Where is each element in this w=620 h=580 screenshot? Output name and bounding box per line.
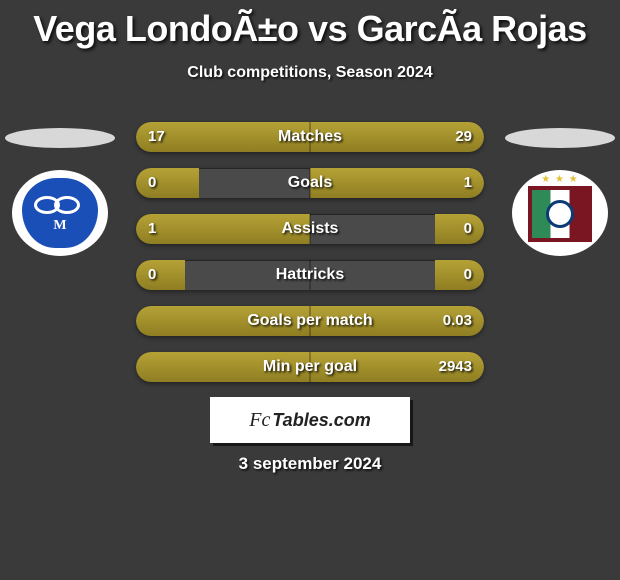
- stat-row: 1729Matches: [136, 122, 484, 152]
- brand-logo: FcTables.com: [210, 397, 410, 443]
- club-badge-left: M: [12, 170, 108, 256]
- stat-row: 01Goals: [136, 168, 484, 198]
- player-left-ellipse: [5, 128, 115, 148]
- badge-left-letter: M: [12, 218, 108, 234]
- comparison-bars: 1729Matches 01Goals 10Assists 00Hattricks 0.…: [136, 122, 484, 398]
- player-right-column: ★ ★ ★: [500, 120, 620, 256]
- stat-row: 0.03Goals per match: [136, 306, 484, 336]
- stat-row: 2943Min per goal: [136, 352, 484, 382]
- brand-prefix: Fc: [249, 409, 270, 431]
- stat-row: 00Hattricks: [136, 260, 484, 290]
- brand-name: Tables.com: [272, 410, 370, 430]
- bar-label: Goals per match: [136, 306, 484, 336]
- page-title: Vega LondoÃ±o vs GarcÃa Rojas: [0, 0, 620, 50]
- player-left-column: M: [0, 120, 120, 256]
- bar-label: Hattricks: [136, 260, 484, 290]
- subtitle: Club competitions, Season 2024: [0, 64, 620, 82]
- shield-right-icon: ★ ★ ★: [512, 170, 608, 256]
- shield-left-icon: M: [12, 170, 108, 256]
- bar-label: Matches: [136, 122, 484, 152]
- bar-label: Assists: [136, 214, 484, 244]
- footer-date: 3 september 2024: [0, 454, 620, 474]
- player-right-ellipse: [505, 128, 615, 148]
- bar-label: Min per goal: [136, 352, 484, 382]
- bar-label: Goals: [136, 168, 484, 198]
- club-badge-right: ★ ★ ★: [512, 170, 608, 256]
- stat-row: 10Assists: [136, 214, 484, 244]
